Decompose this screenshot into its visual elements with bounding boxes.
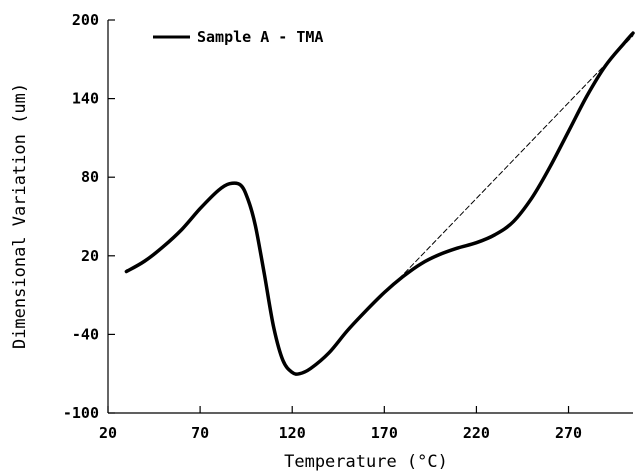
x-tick-label: 170 <box>371 424 398 442</box>
axes <box>107 20 633 414</box>
legend-label: Sample A - TMA <box>197 28 323 46</box>
series-line-sample-a <box>124 31 635 376</box>
x-tick-label: 120 <box>279 424 306 442</box>
y-tick-label: 200 <box>72 11 99 29</box>
x-ticks: 20 70 120 170 220 270 <box>99 406 582 442</box>
legend: Sample A - TMA <box>153 28 323 46</box>
y-tick-label: 140 <box>72 90 99 108</box>
series-layer <box>124 31 635 376</box>
y-axis-title: Dimensional Variation (um) <box>10 83 30 349</box>
y-tick-label: 80 <box>81 168 99 186</box>
dashed-reference-line <box>393 35 634 286</box>
y-ticks: -100 -40 20 80 140 200 <box>63 11 115 422</box>
y-tick-label: -40 <box>72 325 99 343</box>
x-tick-label: 70 <box>191 424 209 442</box>
x-tick-label: 220 <box>463 424 490 442</box>
x-tick-label: 20 <box>99 424 117 442</box>
y-tick-label: 20 <box>81 247 99 265</box>
x-axis-title: Temperature (°C) <box>284 452 448 472</box>
x-tick-label: 270 <box>555 424 582 442</box>
y-tick-label: -100 <box>63 404 99 422</box>
